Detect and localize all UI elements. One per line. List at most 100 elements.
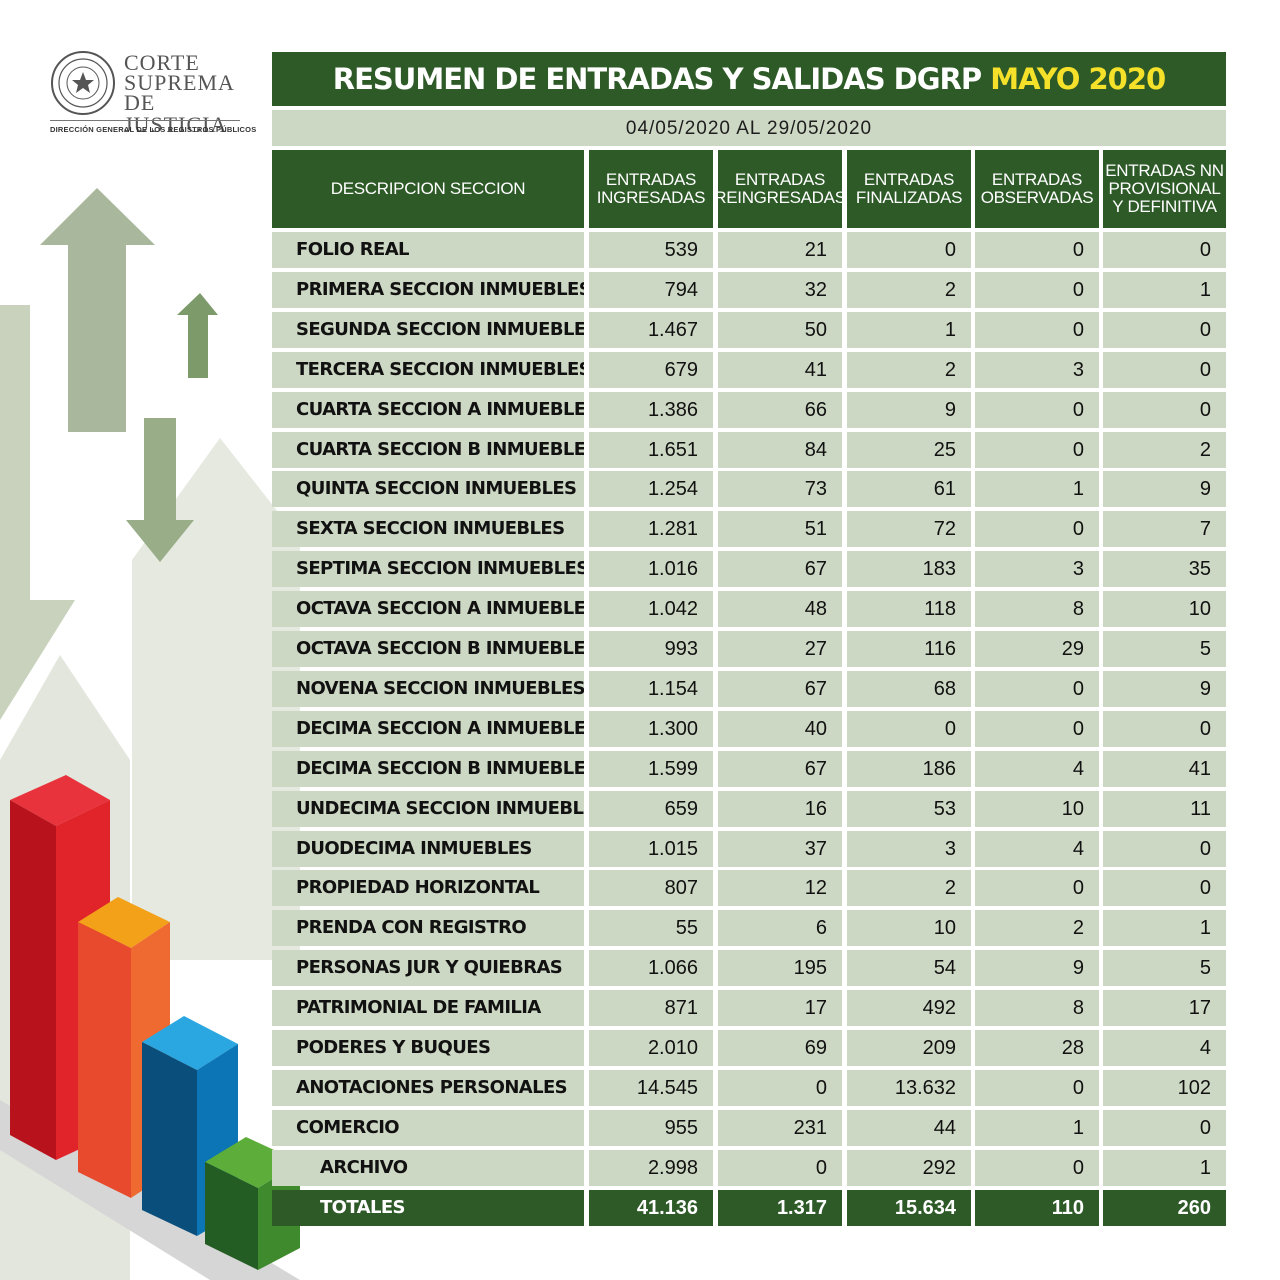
- table-cell: 183: [847, 551, 971, 588]
- table-cell: 12: [718, 870, 842, 907]
- table-cell: 2: [847, 870, 971, 907]
- table-cell: 4: [975, 830, 1099, 867]
- table-cell: 72: [847, 511, 971, 548]
- table-row: PROPIEDAD HORIZONTAL 807 12 2 0 0: [272, 870, 1226, 907]
- row-label: QUINTA SECCION INMUEBLES: [272, 471, 584, 508]
- row-label: ANOTACIONES PERSONALES: [272, 1069, 584, 1106]
- table-cell: 13.632: [847, 1069, 971, 1106]
- table-cell: 2: [847, 351, 971, 388]
- row-label: PATRIMONIAL DE FAMILIA: [272, 990, 584, 1027]
- table-cell: 10: [1103, 591, 1226, 628]
- orange-bar-top: [78, 897, 170, 948]
- table-cell: 102: [1103, 1069, 1226, 1106]
- table-cell: 0: [718, 1069, 842, 1106]
- row-label: DUODECIMA INMUEBLES: [272, 830, 584, 867]
- table-cell: 8: [975, 990, 1099, 1027]
- row-label: ARCHIVO: [272, 1149, 584, 1186]
- table-row: OCTAVA SECCION B INMUEBLES 993 27 116 29 5: [272, 631, 1226, 667]
- column-header-nn: ENTRADAS NN PROVISIONAL Y DEFINITIVA: [1103, 150, 1226, 228]
- table-cell: 55: [589, 910, 713, 947]
- row-label: DECIMA SECCION B INMUEBLES: [272, 750, 584, 787]
- table-cell: 1.599: [589, 750, 713, 787]
- column-header-ingresadas: ENTRADAS INGRESADAS: [589, 150, 713, 228]
- table-cell: 11: [1103, 790, 1226, 827]
- totals-cell: 110: [975, 1189, 1099, 1226]
- date-range: 04/05/2020 AL 29/05/2020: [272, 110, 1226, 146]
- table-cell: 659: [589, 790, 713, 827]
- table-row: UNDECIMA SECCION INMUEBLES 659 16 53 10 11: [272, 790, 1226, 827]
- table-cell: 9: [847, 391, 971, 428]
- table-cell: 9: [1103, 670, 1226, 707]
- table-cell: 1.154: [589, 670, 713, 707]
- pale-arrow-down-left: [0, 305, 75, 720]
- table-row: OCTAVA SECCION A INMUEBLES 1.042 48 118 8 10: [272, 591, 1226, 628]
- table-cell: 8: [975, 591, 1099, 628]
- table-cell: 1.042: [589, 591, 713, 628]
- pale-arrow-up-right: [132, 438, 300, 960]
- column-header-finalizadas: ENTRADAS FINALIZADAS: [847, 150, 971, 228]
- table-cell: 195: [718, 950, 842, 987]
- table-cell: 0: [1103, 1109, 1226, 1146]
- table-cell: 0: [1103, 351, 1226, 388]
- logo-subtitle: DIRECCIÓN GENERAL DE LOS REGISTROS PÚBLI…: [50, 125, 257, 134]
- table-cell: 116: [847, 631, 971, 667]
- table-cell: 0: [975, 271, 1099, 308]
- table-cell: 292: [847, 1149, 971, 1186]
- table-row: SEGUNDA SECCION INMUEBLES 1.467 50 1 0 0: [272, 311, 1226, 348]
- red-bar-top: [10, 775, 110, 826]
- table-row: PATRIMONIAL DE FAMILIA 871 17 492 8 17: [272, 990, 1226, 1027]
- logo-text-justicia: DE JUSTICIA: [124, 90, 228, 137]
- table-cell: 29: [975, 631, 1099, 667]
- table-cell: 1: [1103, 271, 1226, 308]
- row-label: SEGUNDA SECCION INMUEBLES: [272, 311, 584, 348]
- table-cell: 1.281: [589, 511, 713, 548]
- table-cell: 0: [975, 232, 1099, 268]
- table-cell: 871: [589, 990, 713, 1027]
- table-row: SEXTA SECCION INMUEBLES 1.281 51 72 0 7: [272, 511, 1226, 548]
- table-cell: 1: [975, 471, 1099, 508]
- table-cell: 61: [847, 471, 971, 508]
- table-cell: 1: [975, 1109, 1099, 1146]
- table-cell: 1.651: [589, 431, 713, 468]
- orange-bar-front: [78, 922, 131, 1198]
- table-cell: 68: [847, 670, 971, 707]
- table-row: PRENDA CON REGISTRO 55 6 10 2 1: [272, 910, 1226, 947]
- table-cell: 2.010: [589, 1030, 713, 1066]
- table-cell: 0: [1103, 391, 1226, 428]
- table-cell: 492: [847, 990, 971, 1027]
- page-title: RESUMEN DE ENTRADAS Y SALIDAS DGRP MAYO …: [272, 52, 1226, 106]
- table-cell: 1: [1103, 910, 1226, 947]
- blue-bar-top: [142, 1016, 238, 1070]
- table-cell: 2: [847, 271, 971, 308]
- table-cell: 1: [847, 311, 971, 348]
- table-row: CUARTA SECCION B INMUEBLES 1.651 84 25 0 2: [272, 431, 1226, 468]
- table-cell: 3: [975, 351, 1099, 388]
- table-cell: 0: [1103, 710, 1226, 747]
- table-cell: 2: [1103, 431, 1226, 468]
- table-cell: 1.254: [589, 471, 713, 508]
- logo: CORTE SUPREMA DE JUSTICIA DIRECCIÓN GENE…: [50, 50, 257, 140]
- table-cell: 41: [1103, 750, 1226, 787]
- table-header: DESCRIPCION SECCION ENTRADAS INGRESADAS …: [272, 150, 1226, 228]
- row-label: PERSONAS JUR Y QUIEBRAS: [272, 950, 584, 987]
- table-cell: 1.386: [589, 391, 713, 428]
- table-cell: 0: [975, 511, 1099, 548]
- logo-divider: [50, 120, 240, 121]
- table-cell: 1.300: [589, 710, 713, 747]
- table-row: CUARTA SECCION A INMUEBLES 1.386 66 9 0 0: [272, 391, 1226, 428]
- table-cell: 73: [718, 471, 842, 508]
- table-row: COMERCIO 955 231 44 1 0: [272, 1109, 1226, 1146]
- table-cell: 44: [847, 1109, 971, 1146]
- table-cell: 794: [589, 271, 713, 308]
- table-cell: 0: [847, 232, 971, 268]
- totals-cell: 1.317: [718, 1189, 842, 1226]
- table-cell: 118: [847, 591, 971, 628]
- table-cell: 48: [718, 591, 842, 628]
- table-cell: 66: [718, 391, 842, 428]
- table-cell: 1.467: [589, 311, 713, 348]
- table-row: DUODECIMA INMUEBLES 1.015 37 3 4 0: [272, 830, 1226, 867]
- table-cell: 807: [589, 870, 713, 907]
- row-label: SEPTIMA SECCION INMUEBLES: [272, 551, 584, 588]
- blue-bar-front: [142, 1042, 197, 1236]
- row-label: PROPIEDAD HORIZONTAL: [272, 870, 584, 907]
